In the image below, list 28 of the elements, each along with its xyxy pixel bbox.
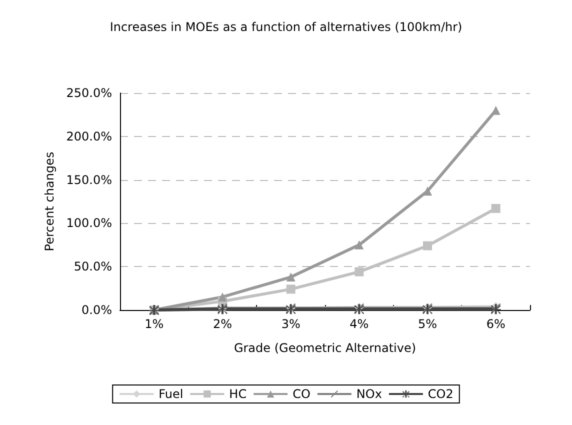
y-tick-label: 100.0% <box>66 216 112 230</box>
y-tick-label: 0.0% <box>82 303 112 317</box>
x-axis-title: Grade (Geometric Alternative) <box>234 341 416 355</box>
y-tick-label: 150.0% <box>66 172 112 187</box>
x-tick-label: 6% <box>486 317 506 331</box>
chart-title: Increases in MOEs as a function of alternatives (100km/hr) <box>110 20 462 34</box>
legend-label: Fuel <box>158 387 184 401</box>
y-tick-label: 50.0% <box>74 260 112 274</box>
legend-label: CO <box>292 387 310 401</box>
y-tick-label: 250.0% <box>66 86 112 100</box>
legend-label: CO2 <box>428 387 454 401</box>
point <box>354 240 364 250</box>
x-tick-label: 5% <box>418 317 438 331</box>
x-tick-label: 2% <box>212 317 232 331</box>
y-axis-title: Percent changes <box>42 152 56 252</box>
point <box>286 272 296 282</box>
legend-label: HC <box>229 387 247 401</box>
legend-label: NOx <box>356 387 382 401</box>
point <box>491 204 500 213</box>
point <box>286 284 296 294</box>
point <box>218 292 227 302</box>
x-tick-label: 4% <box>350 317 369 331</box>
y-tick-label: 200.0% <box>66 129 112 144</box>
point <box>354 267 364 276</box>
x-tick-label: 1% <box>144 317 164 331</box>
point <box>423 241 432 250</box>
x-tick-label: 3% <box>281 317 300 331</box>
point <box>423 186 432 196</box>
